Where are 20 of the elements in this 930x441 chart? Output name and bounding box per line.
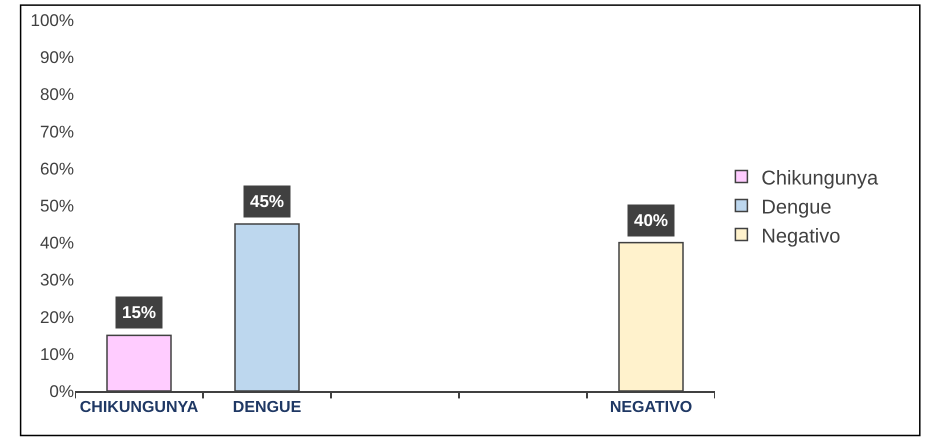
legend-label: Chikungunya: [761, 167, 880, 190]
legend-label: Dengue: [761, 196, 832, 218]
y-tick-label: 90%: [40, 48, 74, 68]
data-label: 45%: [250, 192, 284, 211]
y-tick-label: 20%: [40, 308, 74, 327]
y-tick-label: 40%: [40, 234, 74, 253]
y-tick-label: 80%: [40, 85, 74, 104]
y-tick-label: 10%: [40, 344, 74, 364]
y-tick-label: 0%: [49, 382, 74, 401]
legend-label: Negativo: [761, 225, 840, 248]
y-tick-label: 60%: [40, 159, 74, 178]
x-tick-label: CHIKUNGUNYA: [80, 399, 199, 416]
y-tick-label: 100%: [30, 10, 74, 30]
y-tick-label: 50%: [40, 196, 74, 216]
data-label: 40%: [634, 211, 668, 230]
y-tick-label: 70%: [40, 122, 74, 142]
x-tick-label: DENGUE: [232, 399, 302, 416]
y-tick-label: 30%: [40, 270, 74, 290]
x-tick-label: NEGATIVO: [610, 399, 692, 416]
data-label: 15%: [122, 303, 156, 322]
